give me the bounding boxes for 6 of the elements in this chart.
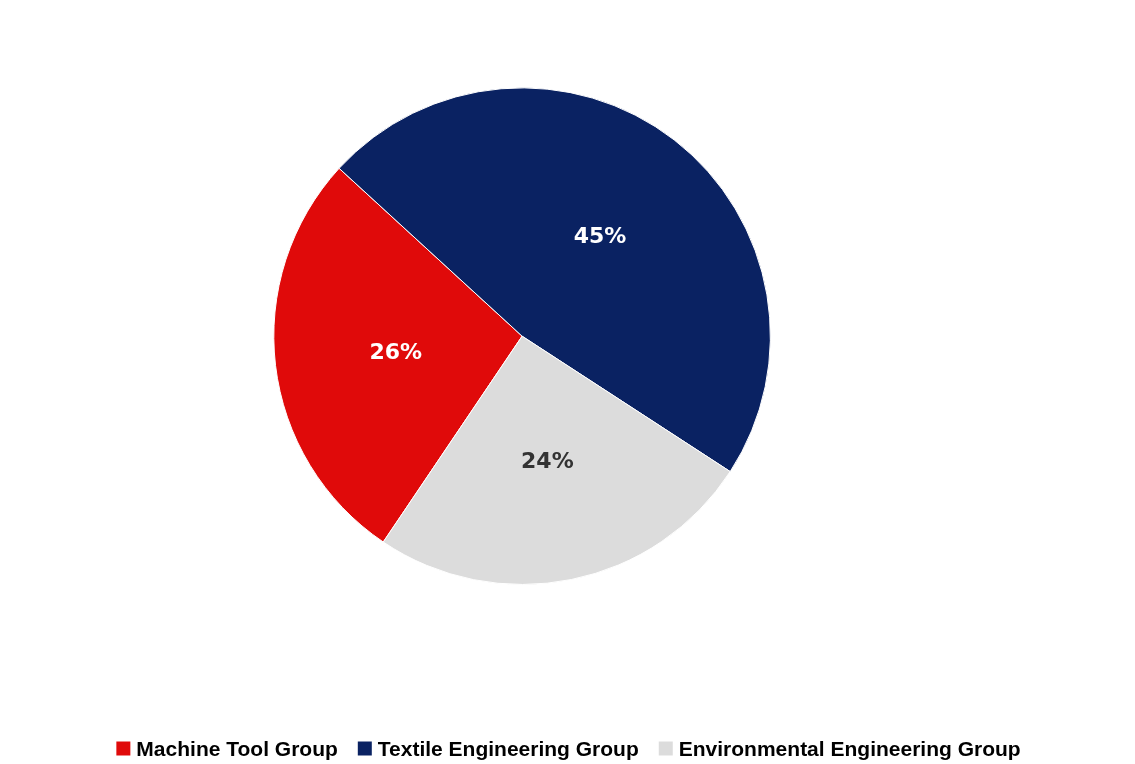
legend-label: Machine Tool Group bbox=[136, 737, 338, 760]
data-label: 45% bbox=[573, 223, 627, 249]
legend-label: Textile Engineering Group bbox=[377, 737, 639, 760]
legend-label: Environmental Engineering Group bbox=[678, 737, 1021, 760]
data-label: 26% bbox=[369, 338, 423, 364]
data-label: 24% bbox=[521, 448, 574, 474]
